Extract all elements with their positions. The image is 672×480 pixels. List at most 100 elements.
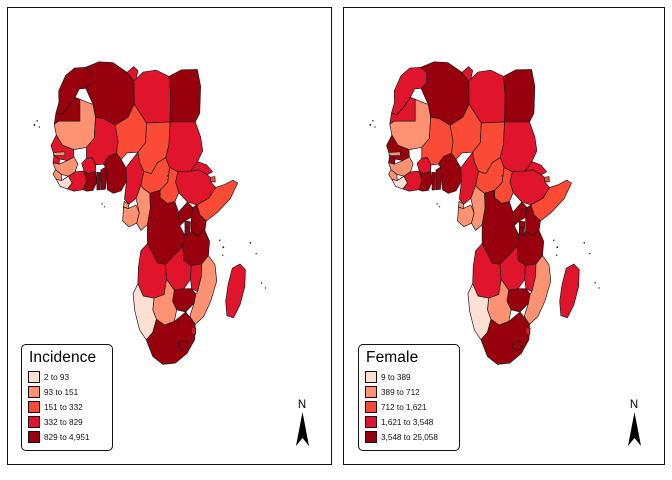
legend-item: 151 to 332 <box>28 400 106 414</box>
legend-item: 712 to 1,621 <box>365 400 453 414</box>
legend-label: 332 to 829 <box>44 417 83 427</box>
legend-item: 2 to 93 <box>28 370 106 384</box>
legend-label: 712 to 1,621 <box>381 402 427 412</box>
island-marker <box>594 282 596 284</box>
legend-swatch <box>365 401 377 413</box>
country-egypt <box>503 69 536 123</box>
country-gambia <box>388 151 401 157</box>
country-djibouti <box>543 176 550 183</box>
country-ghana <box>83 170 97 192</box>
island-marker <box>178 322 180 324</box>
africa-map-right <box>344 8 664 464</box>
island-marker <box>552 239 555 242</box>
island-marker <box>501 175 503 177</box>
island-marker <box>221 254 224 256</box>
island-marker <box>438 206 441 208</box>
country-burundi <box>518 227 525 236</box>
island-marker <box>583 241 586 244</box>
country-south-africa <box>145 311 196 365</box>
legend-swatch <box>365 386 377 398</box>
legend-item: 389 to 712 <box>365 385 453 399</box>
island-marker <box>33 123 36 126</box>
legend-label: 93 to 151 <box>44 387 79 397</box>
country-eswatini <box>525 327 531 335</box>
map-panel-right: Female 9 to 389 389 to 712 712 to 1,621 … <box>343 7 665 465</box>
africa-map-svg-left <box>33 61 267 365</box>
legend-swatch <box>365 431 377 443</box>
country-burundi <box>184 227 191 236</box>
country-lesotho <box>511 340 523 351</box>
legend-swatch <box>28 371 40 383</box>
country-gambia <box>52 151 66 157</box>
island-marker <box>36 120 38 122</box>
island-marker <box>555 254 558 256</box>
legend-item: 332 to 829 <box>28 415 106 429</box>
country-nigeria <box>437 152 462 194</box>
island-marker <box>103 206 106 208</box>
legend-right: Female 9 to 389 389 to 712 712 to 1,621 … <box>358 344 460 451</box>
island-marker <box>38 126 41 128</box>
legend-swatch <box>28 431 40 443</box>
country-somalia <box>196 179 238 222</box>
country-togo <box>431 171 436 191</box>
legend-swatch <box>28 416 40 428</box>
north-arrow-left: N <box>289 399 315 446</box>
country-lesotho <box>177 340 189 351</box>
island-marker <box>255 253 257 255</box>
legend-label: 151 to 332 <box>44 402 83 412</box>
country-ghana <box>418 170 433 192</box>
island-marker <box>512 322 515 324</box>
legend-title: Incidence <box>29 349 97 366</box>
legend-item: 829 to 4,951 <box>28 430 106 444</box>
country-benin <box>435 166 443 191</box>
country-djibouti <box>209 176 216 183</box>
country-togo <box>96 171 101 191</box>
legend-item: 9 to 389 <box>365 370 453 384</box>
island-marker <box>374 126 376 128</box>
island-marker <box>249 241 252 244</box>
country-layer <box>33 61 267 365</box>
country-madagascar <box>559 263 580 319</box>
country-madagascar <box>225 263 246 319</box>
island-marker <box>222 246 225 249</box>
island-marker <box>372 120 374 122</box>
africa-map-left <box>8 8 331 464</box>
north-arrow-right: N <box>621 399 647 446</box>
legend-label: 829 to 4,951 <box>44 432 90 442</box>
country-layer <box>369 61 600 365</box>
island-marker <box>101 203 103 205</box>
country-rwanda <box>518 220 526 229</box>
legend-item: 3,548 to 25,058 <box>365 430 453 444</box>
country-south-africa <box>480 311 530 365</box>
map-panel-left: Incidence 2 to 93 93 to 151 151 to 332 3… <box>7 7 332 465</box>
island-marker <box>436 203 438 205</box>
country-tunisia <box>461 66 474 82</box>
north-arrow-icon <box>627 412 641 446</box>
island-marker <box>598 287 600 289</box>
legend-left: Incidence 2 to 93 93 to 151 151 to 332 3… <box>21 344 113 451</box>
island-marker <box>166 175 169 177</box>
north-arrow-icon <box>295 412 309 446</box>
country-nigeria <box>102 152 127 194</box>
north-arrow-label: N <box>297 399 307 411</box>
legend-label: 389 to 712 <box>381 387 420 397</box>
legend-title: Female <box>366 349 419 366</box>
country-somalia <box>530 179 572 222</box>
country-egypt <box>168 69 201 123</box>
legend-swatch <box>28 386 40 398</box>
country-benin <box>100 166 108 191</box>
island-marker <box>260 282 263 284</box>
legend-swatch <box>365 371 377 383</box>
island-marker <box>589 253 591 255</box>
island-marker <box>556 246 559 249</box>
legend-label: 9 to 389 <box>381 372 411 382</box>
country-rwanda <box>184 220 191 229</box>
island-marker <box>264 287 267 289</box>
island-marker <box>218 239 221 242</box>
legend-label: 2 to 93 <box>44 372 70 382</box>
island-marker <box>369 123 372 126</box>
country-tunisia <box>126 66 139 82</box>
legend-swatch <box>365 416 377 428</box>
legend-swatch <box>28 401 40 413</box>
